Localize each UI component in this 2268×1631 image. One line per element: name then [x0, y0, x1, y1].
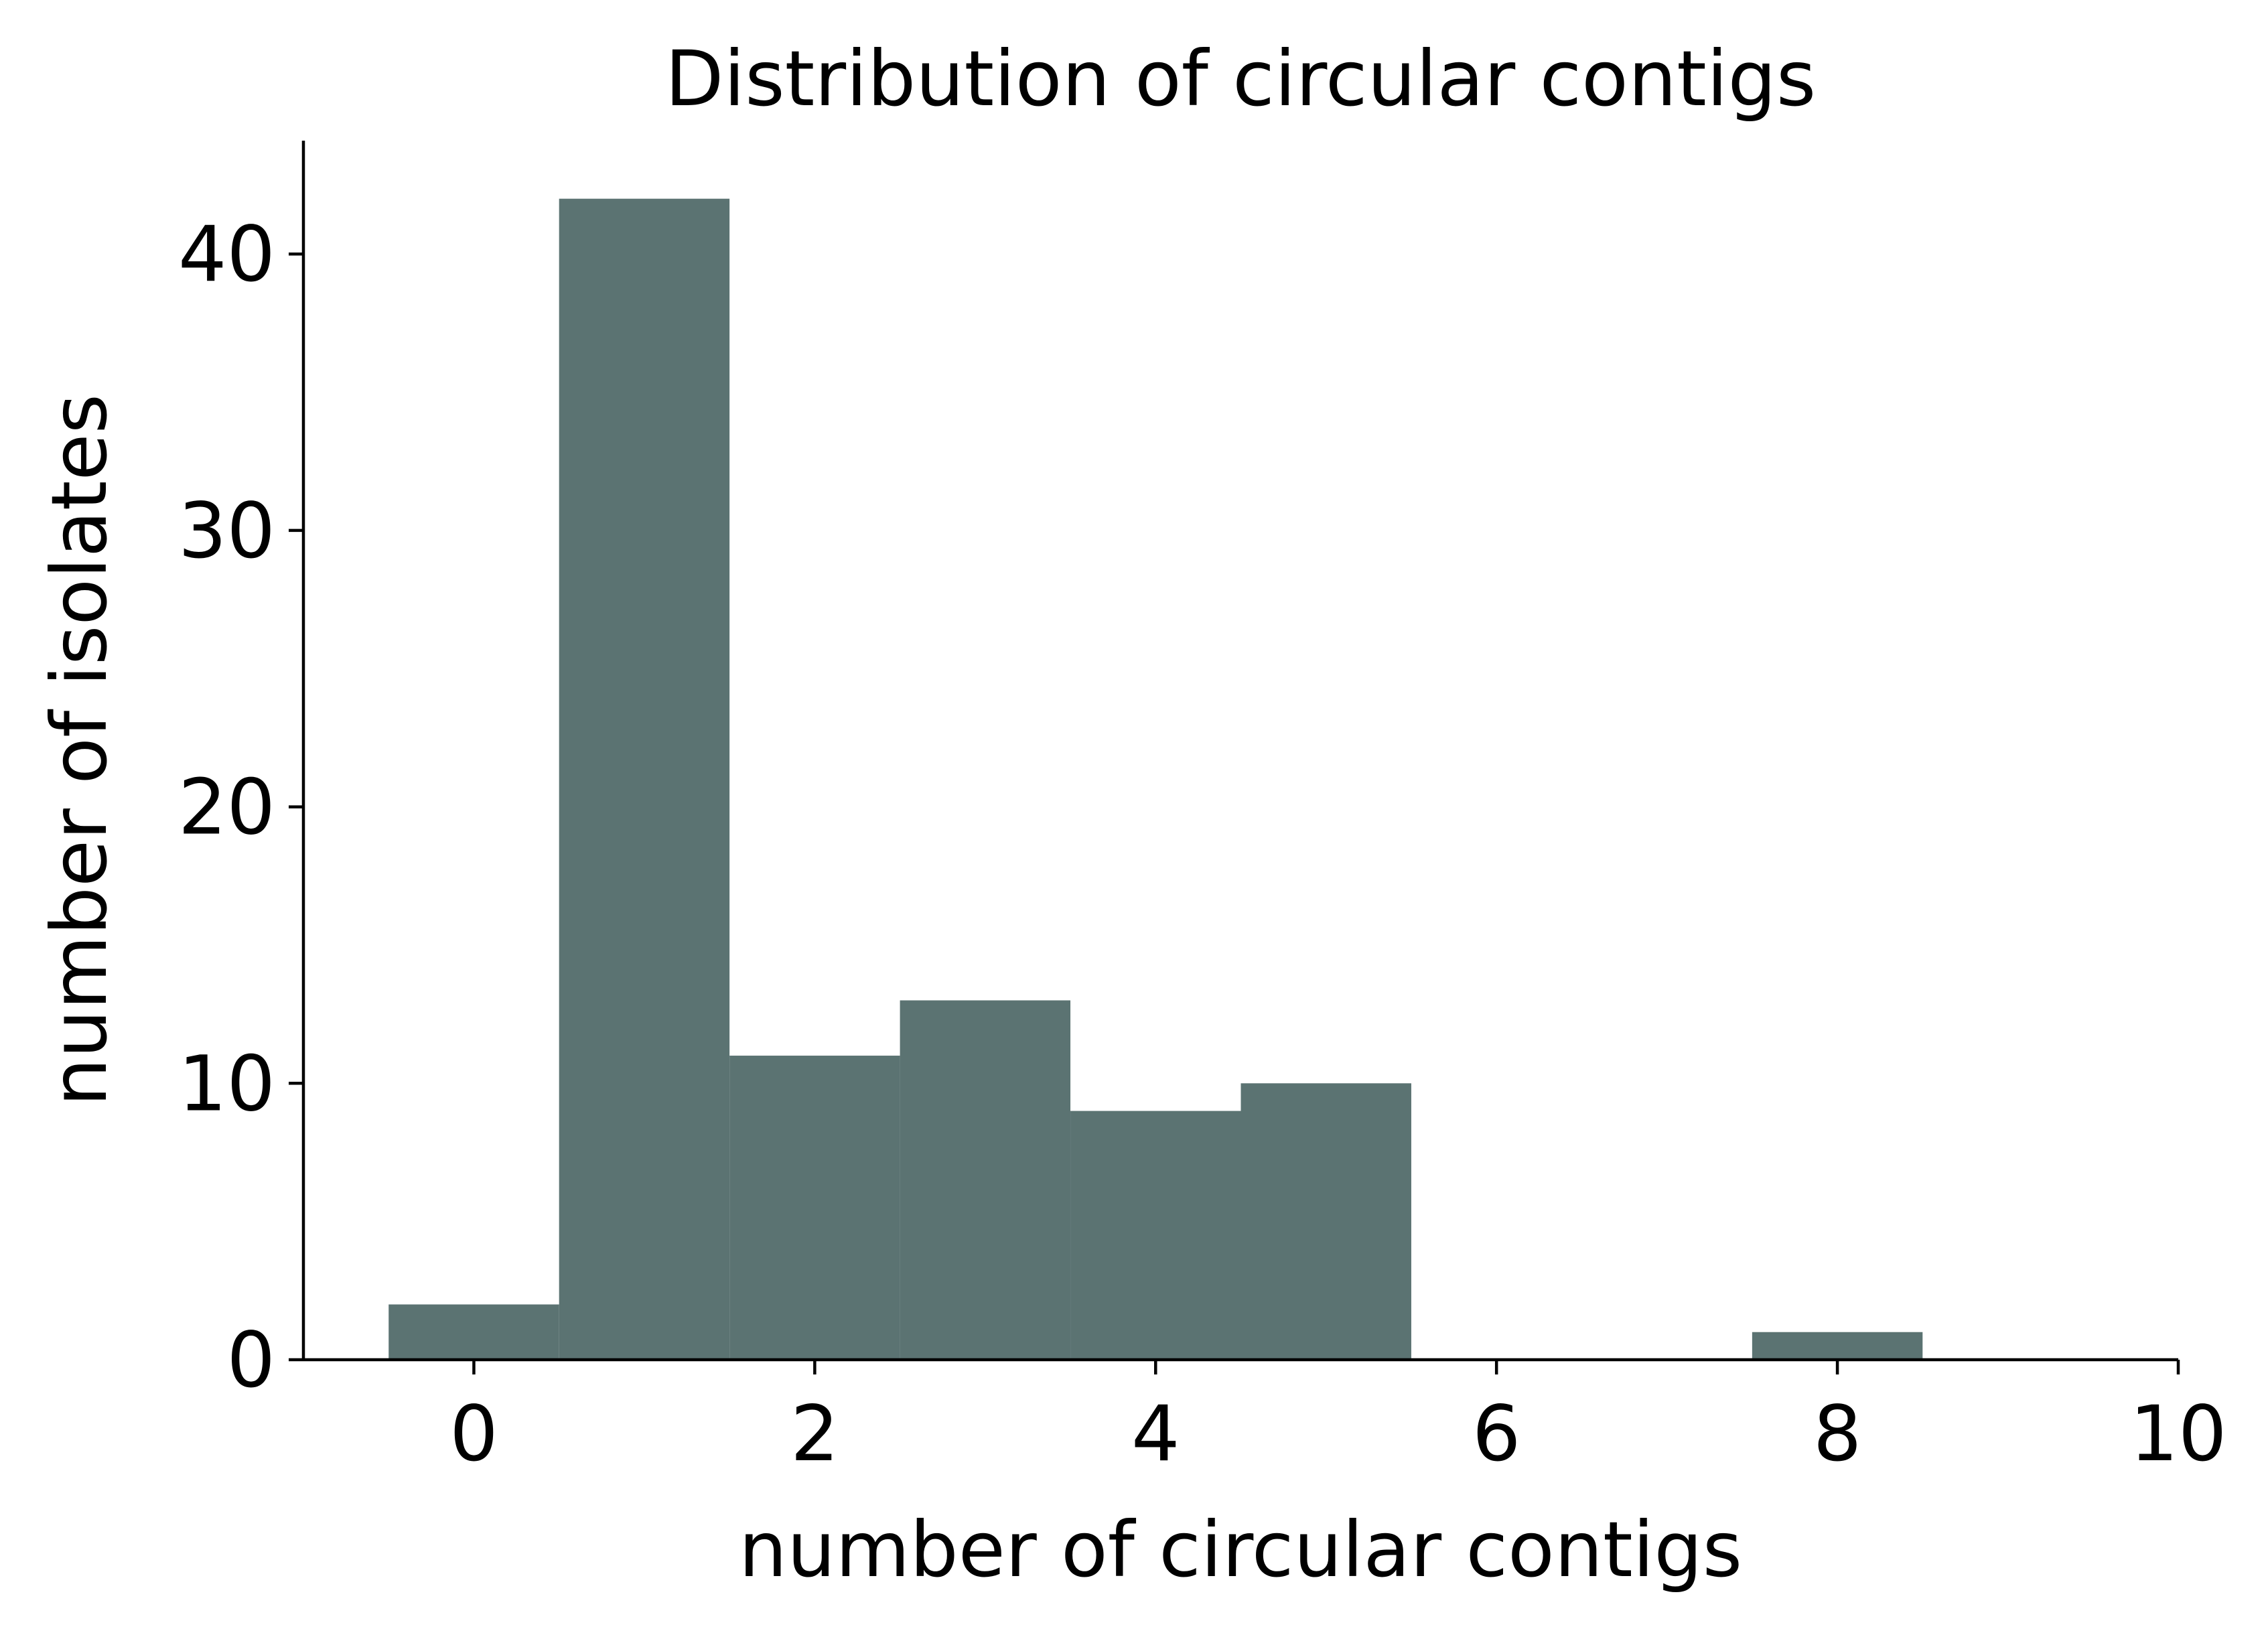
y-tick-group: 0 10 20 30 40 — [178, 210, 303, 1405]
x-tick-group: 0 2 4 6 8 10 — [449, 1360, 2227, 1478]
y-tick-label: 20 — [178, 763, 275, 852]
x-tick-label: 2 — [790, 1389, 839, 1478]
x-tick-label: 8 — [1813, 1389, 1862, 1478]
histogram-bar-1 — [559, 198, 730, 1360]
histogram-bar-0 — [388, 1304, 559, 1360]
histogram-bar-4 — [1070, 1111, 1241, 1360]
histogram-bar-3 — [900, 1000, 1071, 1360]
y-axis-label: number of isolates — [35, 394, 124, 1107]
histogram-bar-2 — [729, 1056, 900, 1360]
x-tick-label: 4 — [1131, 1389, 1180, 1478]
y-tick-label: 30 — [178, 486, 275, 575]
chart-title: Distribution of circular contigs — [665, 34, 1817, 123]
y-tick-label: 0 — [226, 1316, 275, 1405]
histogram-bar-5 — [1241, 1083, 1411, 1360]
x-tick-label: 6 — [1472, 1389, 1521, 1478]
x-axis-label: number of circular contigs — [739, 1505, 1742, 1594]
histogram-bar-8 — [1752, 1332, 1923, 1360]
x-tick-label: 0 — [449, 1389, 498, 1478]
y-tick-label: 10 — [178, 1039, 275, 1128]
bar-group — [388, 198, 1923, 1360]
y-tick-label: 40 — [178, 210, 275, 299]
x-tick-label: 10 — [2129, 1389, 2226, 1478]
